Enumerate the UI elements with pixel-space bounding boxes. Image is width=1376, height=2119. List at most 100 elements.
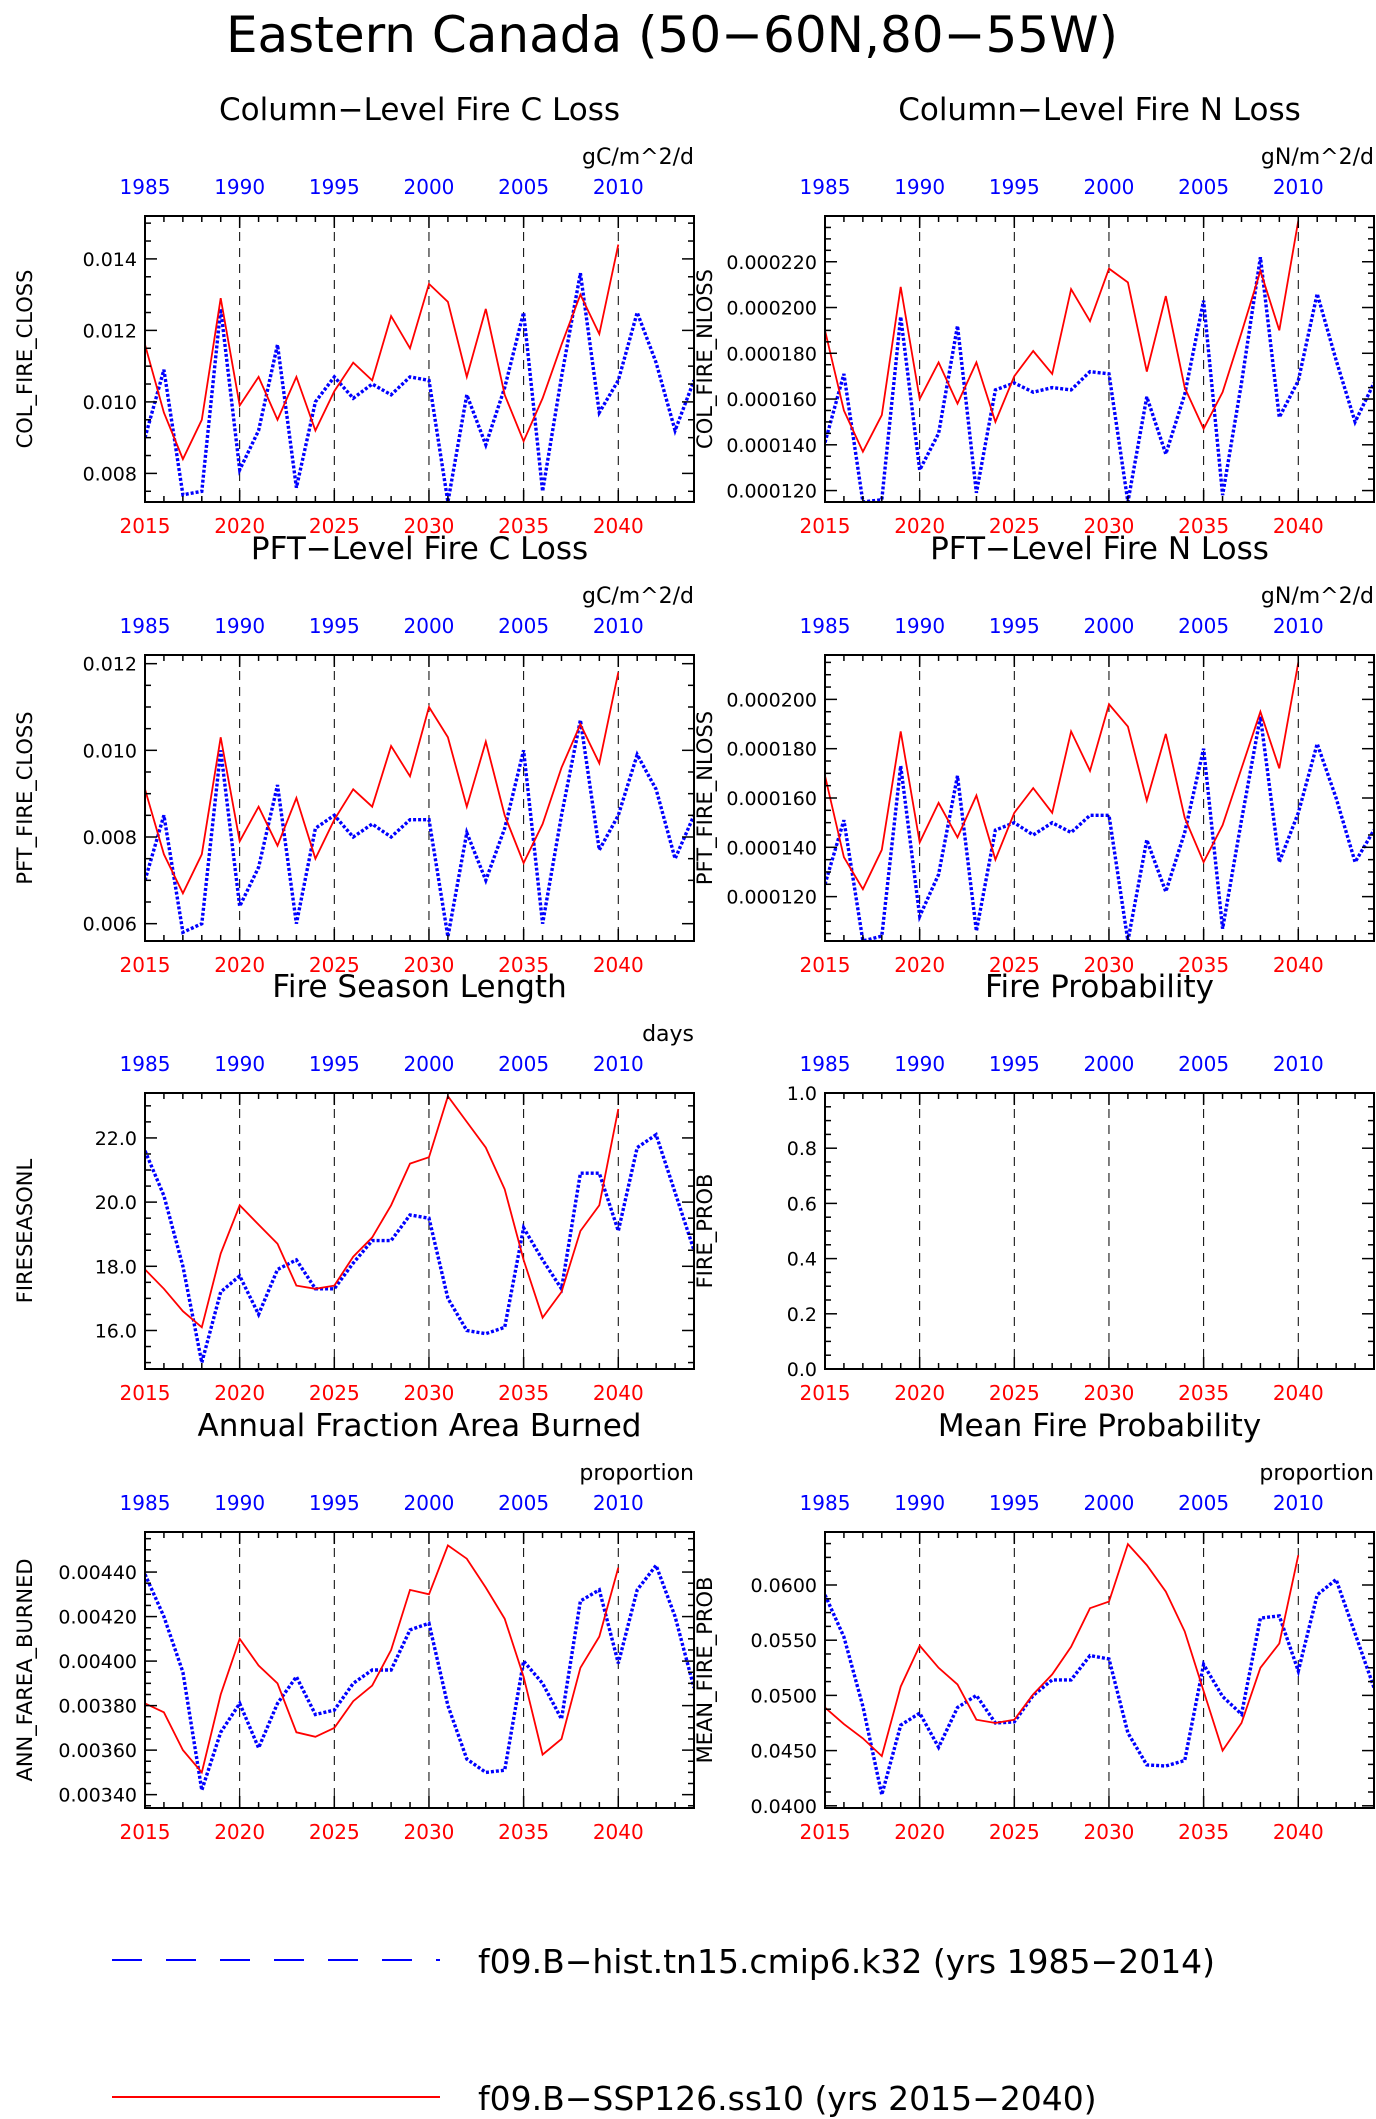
plot-frame [144,654,695,942]
x-tick-label-top: 1985 [120,1052,171,1076]
x-tick-label-bottom: 2040 [593,1381,644,1405]
y-tick-label: 0.00440 [58,1562,137,1584]
series-line-hist [825,1576,1374,1796]
x-tick-label-top: 1995 [309,614,360,638]
y-tick-label: 0.000180 [726,343,817,365]
plot-frame [824,215,1375,503]
y-tick-label: 0.006 [83,914,137,936]
units-label: gN/m^2/d [1261,584,1374,609]
units-label: proportion [1259,1461,1374,1486]
x-tick-label-top: 1995 [309,1052,360,1076]
x-tick-label-top: 2000 [1084,614,1135,638]
panel-title: PFT−Level Fire N Loss [930,531,1269,567]
x-tick-label-top: 1985 [800,1491,851,1515]
y-tick-label: 0.014 [83,249,137,271]
y-tick-label: 22.0 [95,1128,137,1150]
panel-col-fire-closs: Column−Level Fire C Loss gC/m^2/d 2015 2020… [13,92,695,538]
x-tick-label-bottom: 2025 [989,1381,1040,1405]
y-axis-label: MEAN_FIRE_PROB [693,1577,718,1764]
x-tick-label-bottom: 2035 [1178,1381,1229,1405]
x-tick-label-bottom: 2020 [214,953,265,977]
x-tick-label-bottom: 2030 [404,1820,455,1844]
x-tick-label-bottom: 2025 [309,1820,360,1844]
y-tick-label: 0.0400 [751,1796,817,1818]
x-tick-label-top: 2000 [404,614,455,638]
y-tick-label: 0.000140 [726,435,817,457]
panel-ann-farea-burned: Annual Fraction Area Burned proportion 201… [13,1408,695,1844]
figure-title: Eastern Canada (50−60N,80−55W) [226,6,1118,64]
x-tick-label-bottom: 2025 [309,1381,360,1405]
y-axis-label: COL_FIRE_NLOSS [693,269,718,449]
x-tick-label-top: 1990 [214,614,265,638]
x-tick-label-bottom: 2025 [309,953,360,977]
x-tick-label-top: 1985 [800,1052,851,1076]
units-label: gC/m^2/d [582,584,694,609]
x-tick-label-bottom: 2025 [989,1820,1040,1844]
y-tick-label: 0.00340 [58,1785,137,1807]
y-tick-label: 0.012 [83,654,137,676]
x-tick-label-bottom: 2015 [800,953,851,977]
y-tick-label: 0.000160 [726,788,817,810]
series-line-hist [145,719,694,938]
y-tick-label: 18.0 [95,1256,137,1278]
x-tick-label-top: 2005 [1178,175,1229,199]
x-tick-label-bottom: 2015 [120,1820,171,1844]
x-tick-label-top: 1995 [989,175,1040,199]
x-tick-label-top: 2005 [1178,1052,1229,1076]
x-tick-label-bottom: 2035 [498,514,549,538]
plot-frame [144,1531,695,1809]
x-tick-label-top: 2000 [404,1052,455,1076]
x-tick-label-bottom: 2020 [894,953,945,977]
legend-label-ssp: f09.B−SSP126.ss10 (yrs 2015−2040) [478,2079,1097,2118]
y-tick-label: 0.00420 [58,1607,137,1629]
x-tick-label-top: 2005 [498,175,549,199]
x-tick-label-bottom: 2035 [1178,1820,1229,1844]
x-tick-label-bottom: 2015 [120,953,171,977]
series-line-hist [825,256,1374,502]
x-tick-label-bottom: 2040 [593,514,644,538]
y-axis-label: FIRE_PROB [693,1174,718,1289]
x-tick-label-top: 2000 [1084,175,1135,199]
panel-pft-fire-nloss: PFT−Level Fire N Loss gN/m^2/d 2015 2020 202… [693,531,1375,977]
x-tick-label-top: 1985 [120,1491,171,1515]
x-tick-label-bottom: 2020 [894,1820,945,1844]
x-tick-label-bottom: 2035 [1178,514,1229,538]
y-tick-label: 16.0 [95,1320,137,1342]
x-tick-label-top: 1990 [894,175,945,199]
x-tick-label-bottom: 2035 [498,1381,549,1405]
x-tick-label-bottom: 2030 [404,514,455,538]
x-tick-label-bottom: 2035 [1178,953,1229,977]
panel-title: PFT−Level Fire C Loss [251,531,588,567]
y-tick-label: 0.000200 [726,689,817,711]
panel-title: Annual Fraction Area Burned [198,1408,642,1444]
series-line-ssp [825,662,1300,892]
x-tick-label-top: 1995 [309,1491,360,1515]
panel-col-fire-nloss: Column−Level Fire N Loss gN/m^2/d 2015 2020… [693,92,1375,538]
y-tick-label: 0.2 [787,1304,817,1326]
y-tick-label: 0.012 [83,320,137,342]
x-tick-label-top: 1985 [120,614,171,638]
y-tick-label: 0.000180 [726,739,817,761]
x-tick-label-top: 1995 [989,1491,1040,1515]
x-tick-label-top: 2010 [1273,1052,1324,1076]
x-tick-label-bottom: 2030 [404,1381,455,1405]
y-tick-label: 0.4 [787,1249,817,1271]
y-tick-label: 0.008 [83,463,137,485]
x-tick-label-bottom: 2040 [593,1820,644,1844]
x-tick-label-bottom: 2025 [309,514,360,538]
x-tick-label-top: 2000 [404,175,455,199]
panel-title: Fire Probability [985,969,1214,1005]
x-tick-label-bottom: 2025 [989,953,1040,977]
x-tick-label-top: 2000 [404,1491,455,1515]
x-tick-label-bottom: 2020 [214,514,265,538]
y-tick-label: 0.000160 [726,389,817,411]
x-tick-label-top: 2000 [1084,1052,1135,1076]
x-tick-label-top: 1995 [989,614,1040,638]
panel-title: Column−Level Fire N Loss [898,92,1301,128]
series-line-ssp [825,1542,1300,1758]
x-tick-label-top: 1990 [214,1052,265,1076]
panel-title: Column−Level Fire C Loss [219,92,620,128]
chart-panels: Column−Level Fire C Loss gC/m^2/d 2015 2020… [13,92,1375,1844]
panel-pft-fire-closs: PFT−Level Fire C Loss gC/m^2/d 2015 2020 202… [13,531,695,977]
